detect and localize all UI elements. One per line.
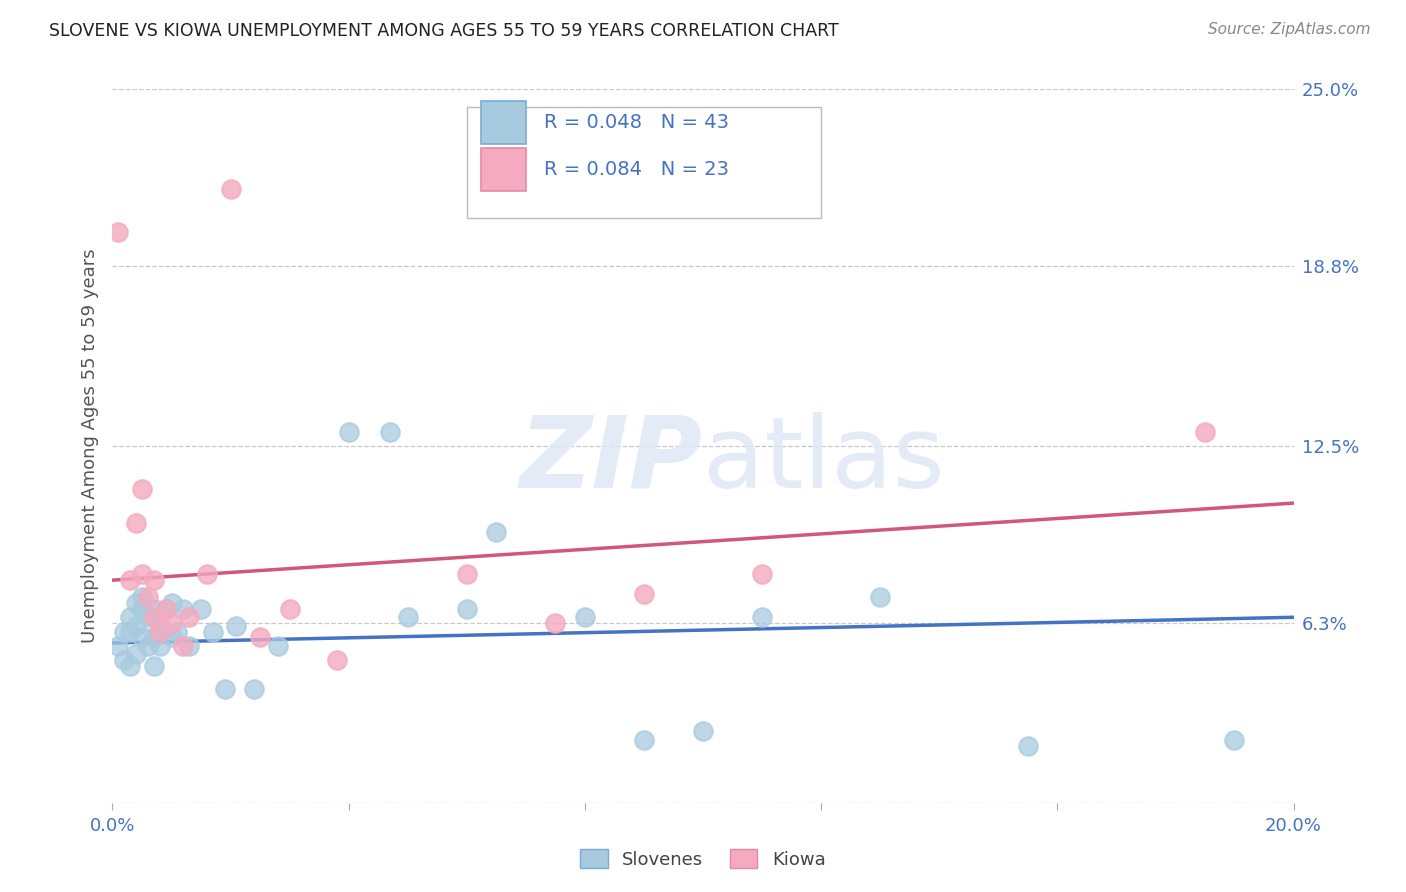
Point [112, 624, 135, 639]
Point [166, 624, 188, 639]
Point [149, 624, 172, 639]
Point [155, 601, 177, 615]
Point [869, 591, 891, 605]
Point [120, 624, 142, 639]
Legend: Slovenes, Kiowa: Slovenes, Kiowa [574, 841, 832, 876]
FancyBboxPatch shape [481, 148, 526, 191]
Point [544, 615, 567, 630]
Point [142, 630, 165, 644]
Point [120, 658, 142, 673]
Point [267, 639, 290, 653]
Point [142, 658, 165, 673]
Point [125, 648, 148, 662]
Point [107, 225, 129, 239]
Point [125, 516, 148, 530]
Point [201, 624, 224, 639]
Point [278, 601, 301, 615]
Point [219, 182, 242, 196]
Text: ZIP: ZIP [520, 412, 703, 508]
Point [574, 610, 596, 624]
Point [120, 610, 142, 624]
Point [136, 639, 159, 653]
Point [142, 601, 165, 615]
Point [633, 733, 655, 747]
Point [160, 596, 183, 610]
Point [172, 601, 194, 615]
Point [326, 653, 349, 667]
Point [172, 639, 194, 653]
Point [1223, 733, 1246, 747]
Point [136, 610, 159, 624]
Point [179, 610, 201, 624]
Point [249, 630, 271, 644]
Point [125, 619, 148, 633]
Point [125, 596, 148, 610]
Text: R = 0.048   N = 43: R = 0.048 N = 43 [544, 113, 728, 132]
Point [131, 601, 153, 615]
Point [160, 630, 183, 644]
Point [107, 639, 129, 653]
Point [179, 639, 201, 653]
Point [131, 567, 153, 582]
Point [456, 601, 478, 615]
Point [456, 567, 478, 582]
Point [131, 591, 153, 605]
Point [378, 425, 401, 439]
Point [751, 610, 773, 624]
Point [692, 724, 714, 739]
Point [112, 653, 135, 667]
Point [195, 567, 218, 582]
Text: SLOVENE VS KIOWA UNEMPLOYMENT AMONG AGES 55 TO 59 YEARS CORRELATION CHART: SLOVENE VS KIOWA UNEMPLOYMENT AMONG AGES… [49, 22, 839, 40]
Point [243, 681, 266, 696]
Point [1194, 425, 1216, 439]
Point [1017, 739, 1039, 753]
Point [485, 524, 508, 539]
Point [149, 639, 172, 653]
Text: Source: ZipAtlas.com: Source: ZipAtlas.com [1208, 22, 1371, 37]
Point [131, 630, 153, 644]
Point [337, 425, 360, 439]
Point [149, 619, 172, 633]
FancyBboxPatch shape [481, 102, 526, 145]
Text: atlas: atlas [703, 412, 945, 508]
Point [751, 567, 773, 582]
Y-axis label: Unemployment Among Ages 55 to 59 years: Unemployment Among Ages 55 to 59 years [80, 249, 98, 643]
Point [131, 482, 153, 496]
Point [190, 601, 212, 615]
Point [160, 615, 183, 630]
Point [155, 601, 177, 615]
Point [214, 681, 236, 696]
Point [136, 591, 159, 605]
Text: R = 0.084   N = 23: R = 0.084 N = 23 [544, 161, 728, 179]
Point [120, 573, 142, 587]
Point [142, 610, 165, 624]
Point [396, 610, 419, 624]
Point [142, 573, 165, 587]
Point [633, 587, 655, 601]
Point [225, 619, 247, 633]
FancyBboxPatch shape [467, 107, 821, 218]
